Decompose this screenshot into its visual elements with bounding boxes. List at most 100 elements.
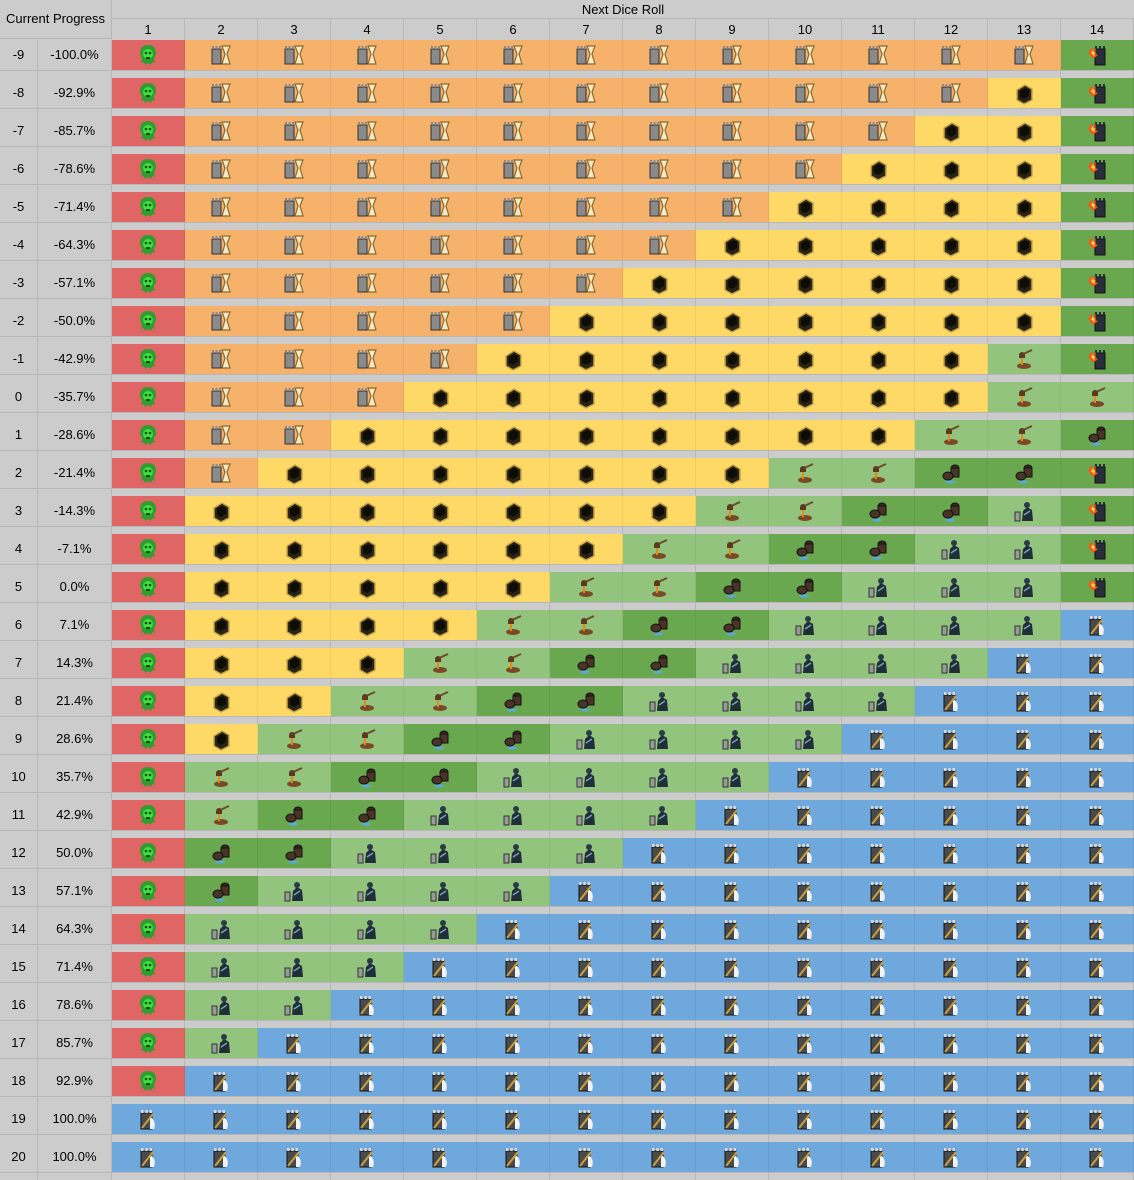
outcome-cell xyxy=(185,306,258,336)
green-skull-icon xyxy=(136,803,160,827)
tower-sword-icon xyxy=(793,993,817,1017)
outcome-cell xyxy=(1061,496,1134,526)
grid-line xyxy=(987,754,988,762)
grid-line xyxy=(622,146,623,154)
thief-icon xyxy=(428,879,452,903)
outcome-cell xyxy=(477,952,550,982)
grid-line xyxy=(1060,754,1061,762)
outcome-cell xyxy=(915,914,988,944)
green-skull-icon xyxy=(136,81,160,105)
grid-line xyxy=(37,1058,38,1066)
barrels-icon xyxy=(793,537,817,561)
grid-line xyxy=(111,716,112,724)
outcome-cell xyxy=(550,1066,623,1096)
outcome-cell xyxy=(623,990,696,1020)
grid-line xyxy=(768,716,769,724)
grid-line xyxy=(330,1172,331,1180)
outcome-cell xyxy=(842,534,915,564)
outcome-cell xyxy=(112,610,185,640)
grid-line xyxy=(257,450,258,458)
grid-line xyxy=(622,374,623,382)
grid-line xyxy=(841,336,842,344)
thief-icon xyxy=(574,841,598,865)
outcome-cell xyxy=(915,496,988,526)
outcome-cell xyxy=(696,420,769,450)
outcome-cell xyxy=(1061,458,1134,488)
grid-line xyxy=(622,184,623,192)
outcome-cell xyxy=(696,762,769,792)
tower-hourglass-icon xyxy=(209,233,233,257)
grid-line xyxy=(1060,1058,1061,1066)
outcome-cell xyxy=(550,344,623,374)
outcome-cell xyxy=(477,838,550,868)
grid-line xyxy=(111,450,112,458)
thief-icon xyxy=(647,803,671,827)
grid-line xyxy=(257,222,258,230)
grid-line xyxy=(111,830,112,838)
outcome-cell xyxy=(988,762,1061,792)
grid-line xyxy=(37,526,38,534)
tower-sword-icon xyxy=(355,1069,379,1093)
grid-line xyxy=(914,184,915,192)
outcome-cell xyxy=(623,40,696,70)
grid-line xyxy=(622,602,623,610)
grid-line xyxy=(37,602,38,610)
treasure-chest-icon xyxy=(574,347,598,371)
grid-line xyxy=(622,526,623,534)
grid-line xyxy=(403,678,404,686)
tower-sword-icon xyxy=(793,955,817,979)
tower-sword-icon xyxy=(136,1107,160,1131)
outcome-cell xyxy=(696,990,769,1020)
treasure-chest-icon xyxy=(647,271,671,295)
outcome-cell xyxy=(1061,192,1134,222)
grid-line xyxy=(37,868,38,876)
grid-line xyxy=(987,944,988,952)
tower-sword-icon xyxy=(939,1145,963,1169)
grid-line xyxy=(403,412,404,420)
grid-line xyxy=(37,260,38,268)
grid-line xyxy=(1060,374,1061,382)
outcome-cell xyxy=(185,534,258,564)
grid-line xyxy=(476,222,477,230)
tower-hourglass-icon xyxy=(501,157,525,181)
outcome-cell xyxy=(623,534,696,564)
column-header-13: 13 xyxy=(988,19,1061,40)
outcome-cell xyxy=(258,1066,331,1096)
grid-line xyxy=(37,1096,38,1104)
treasure-chest-icon xyxy=(574,537,598,561)
tower-sword-icon xyxy=(939,1069,963,1093)
row-progress-value: -3 xyxy=(0,268,38,298)
grid-line xyxy=(549,222,550,230)
burning-tower-icon xyxy=(1085,499,1109,523)
outcome-cell xyxy=(404,1104,477,1134)
row-progress-value: 7 xyxy=(0,648,38,678)
row-progress-percent: -35.7% xyxy=(38,382,112,412)
grid-line xyxy=(914,108,915,116)
tower-sword-icon xyxy=(1012,841,1036,865)
tower-hourglass-icon xyxy=(501,81,525,105)
grid-line xyxy=(330,716,331,724)
outcome-cell xyxy=(769,534,842,564)
treasure-chest-icon xyxy=(793,195,817,219)
outcome-cell xyxy=(1061,230,1134,260)
grid-line xyxy=(330,298,331,306)
column-header-4: 4 xyxy=(331,19,404,40)
outcome-cell xyxy=(769,686,842,716)
outcome-cell xyxy=(769,458,842,488)
grid-line xyxy=(768,222,769,230)
table-row: 9 28.6% xyxy=(0,724,1134,762)
outcome-cell xyxy=(404,78,477,108)
row-progress-percent: 78.6% xyxy=(38,990,112,1020)
grid-line xyxy=(1060,868,1061,876)
tower-hourglass-icon xyxy=(282,157,306,181)
outcome-cell xyxy=(842,952,915,982)
grid-line xyxy=(622,336,623,344)
treasure-chest-icon xyxy=(793,347,817,371)
grid-line xyxy=(695,564,696,572)
grid-line xyxy=(768,830,769,838)
thief-icon xyxy=(355,841,379,865)
outcome-cell xyxy=(623,230,696,260)
tower-sword-icon xyxy=(209,1145,233,1169)
column-header-2: 2 xyxy=(185,19,258,40)
outcome-cell xyxy=(550,762,623,792)
